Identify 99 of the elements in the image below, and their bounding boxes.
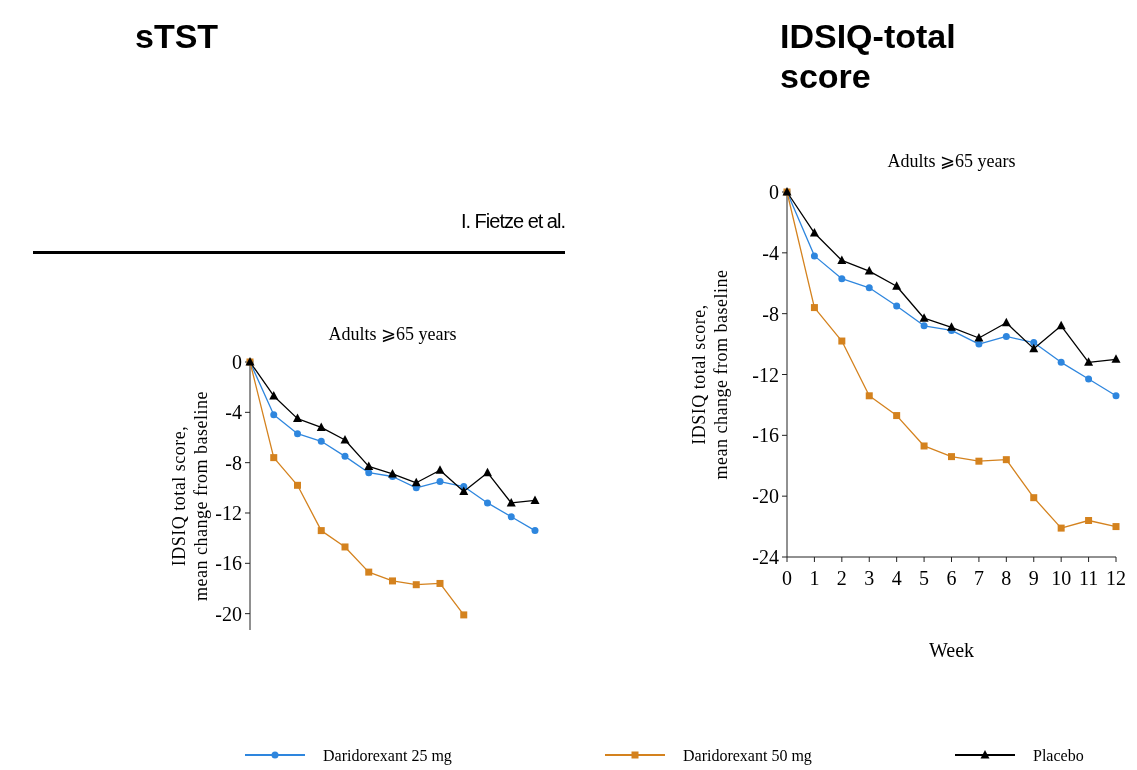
point xyxy=(1085,375,1093,383)
point xyxy=(1002,332,1010,340)
point xyxy=(365,568,373,576)
point xyxy=(948,453,955,461)
chart-subtitle: Adults ⩾65 years xyxy=(887,151,1016,171)
x-tick-label: 2 xyxy=(836,567,847,589)
point xyxy=(483,467,492,477)
point xyxy=(317,437,325,445)
point xyxy=(317,527,325,535)
point xyxy=(1057,358,1065,366)
x-tick-label: 8 xyxy=(1001,567,1012,589)
x-tick-label: 1 xyxy=(809,567,820,589)
y-tick-label: -4 xyxy=(762,241,779,264)
y-tick-label: 0 xyxy=(769,181,779,203)
point xyxy=(893,302,901,310)
point xyxy=(270,411,278,419)
point xyxy=(838,275,846,283)
point xyxy=(294,430,301,438)
point xyxy=(810,304,818,312)
y-tick-label: -20 xyxy=(752,485,779,508)
y-tick-label: -12 xyxy=(752,363,779,386)
legend-label: Placebo xyxy=(1033,746,1084,764)
chart-title: IDSIQ-total score xyxy=(780,17,956,95)
point xyxy=(340,435,350,444)
text: I. Fietze et al. xyxy=(460,210,565,232)
y-tick-label: -16 xyxy=(752,424,779,447)
point xyxy=(1084,357,1094,366)
x-axis-title: Week xyxy=(928,639,975,661)
point xyxy=(459,486,469,496)
x-tick-label: 12 xyxy=(1106,567,1126,589)
point xyxy=(412,581,420,589)
y-axis-title: IDSIQ total score, mean change from baseline xyxy=(169,391,211,601)
point xyxy=(506,497,516,507)
point xyxy=(484,499,491,507)
point xyxy=(341,543,349,551)
x-tick-label: 3 xyxy=(864,567,875,589)
point xyxy=(864,266,874,275)
point xyxy=(364,461,374,470)
point xyxy=(531,527,539,535)
point xyxy=(920,442,928,450)
point xyxy=(435,465,445,474)
point xyxy=(507,513,515,521)
point xyxy=(920,322,928,330)
x-tick-label: 7 xyxy=(973,567,984,589)
y-tick-label: -8 xyxy=(762,302,779,325)
point xyxy=(316,422,326,431)
point xyxy=(293,413,302,423)
x-tick-label: 10 xyxy=(1051,567,1072,589)
y-tick-label: -8 xyxy=(225,451,242,474)
point xyxy=(270,454,278,462)
point xyxy=(436,478,444,486)
point xyxy=(530,495,540,504)
point xyxy=(975,457,983,465)
x-tick-label: 9 xyxy=(1028,567,1039,589)
point xyxy=(893,412,901,420)
y-tick-label: 0 xyxy=(232,351,242,373)
point xyxy=(411,477,421,487)
point xyxy=(865,284,873,292)
point xyxy=(341,452,349,460)
point xyxy=(837,255,847,264)
point xyxy=(947,322,956,331)
point xyxy=(1085,517,1093,524)
point xyxy=(389,577,396,585)
x-tick-label: 4 xyxy=(891,567,902,589)
point xyxy=(1030,494,1038,502)
legend-label: Daridorexant 25 mg xyxy=(323,746,452,765)
legend-label: Daridorexant 50 mg xyxy=(683,746,812,765)
point xyxy=(865,392,873,400)
point xyxy=(809,228,819,237)
point xyxy=(1030,339,1038,347)
point xyxy=(1056,320,1066,330)
point xyxy=(1001,317,1011,327)
point xyxy=(1112,392,1120,400)
point xyxy=(460,611,468,619)
y-tick-label: -16 xyxy=(215,552,242,575)
point xyxy=(892,281,902,290)
point xyxy=(365,469,373,477)
point xyxy=(269,390,279,400)
point xyxy=(1002,456,1010,464)
y-tick-label: -4 xyxy=(225,401,242,424)
y-tick-label: -20 xyxy=(215,602,242,625)
x-tick-label: 5 xyxy=(919,567,930,589)
x-tick-label: 11 xyxy=(1078,567,1099,589)
y-axis-title: IDSIQ total score, mean change from baseline xyxy=(689,269,731,480)
point xyxy=(1057,524,1065,532)
chart-title: sTST xyxy=(135,17,219,55)
point xyxy=(974,333,984,342)
y-tick-label: -24 xyxy=(752,546,779,568)
x-tick-label: 6 xyxy=(946,567,957,589)
point xyxy=(294,481,301,489)
point xyxy=(1029,343,1039,353)
point xyxy=(838,337,846,345)
point xyxy=(1112,523,1120,531)
y-tick-label: -12 xyxy=(215,501,242,524)
point xyxy=(810,252,818,260)
point xyxy=(919,313,929,322)
point xyxy=(1111,354,1121,363)
chart-subtitle: Adults ⩾65 years xyxy=(328,324,457,344)
point xyxy=(436,579,444,587)
